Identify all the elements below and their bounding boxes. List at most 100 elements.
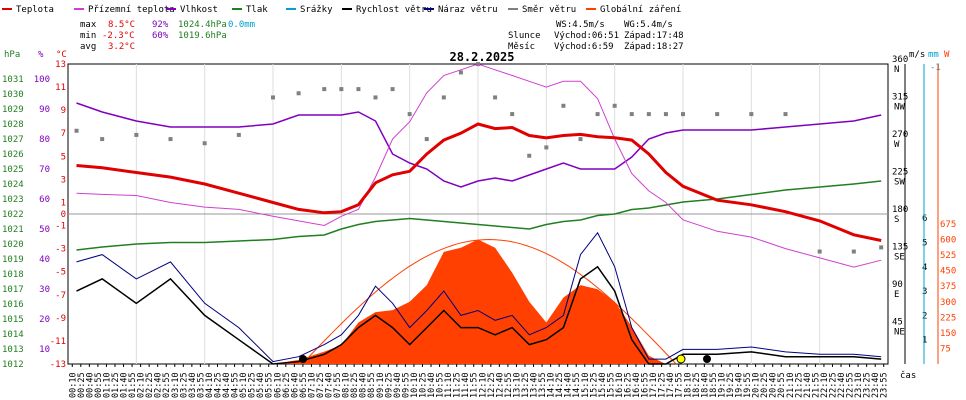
wind-direction-point [134, 132, 139, 137]
x-tick: 12:55 [504, 372, 514, 398]
x-tick: 06:55 [299, 372, 309, 398]
wind-direction-point [749, 112, 754, 117]
x-tick: 18:55 [709, 372, 719, 398]
legend-item: Srážky [286, 5, 333, 15]
x-tick: 10:40 [427, 372, 437, 398]
axis-tick: -13 [50, 360, 66, 370]
x-tick: 23:40 [871, 372, 881, 398]
axis-pressure: hPa 1031 1030 1029 1028 1027 1026 1025 1024 1023 1… [2, 50, 24, 370]
x-tick: 04:10 [205, 372, 215, 398]
x-tick: 23:55 [880, 372, 890, 398]
wind-direction-point [100, 137, 105, 142]
x-tick: 15:40 [598, 372, 608, 398]
axis-tick: 1024 [2, 180, 24, 190]
wind-direction-point [817, 249, 822, 254]
time-axis-label: čas [900, 370, 916, 381]
wind-direction-point [296, 91, 301, 96]
x-tick: 01:25 [111, 372, 121, 398]
legend-label: Vlhkost [180, 5, 218, 15]
x-tick: 12:10 [478, 372, 488, 398]
axis-tick: 1025 [2, 165, 24, 175]
x-tick: 17:55 [675, 372, 685, 398]
wind-direction-point [527, 153, 532, 158]
x-tick: 10:10 [410, 372, 420, 398]
x-tick: 03:55 [196, 372, 206, 398]
wind-direction-point [561, 103, 566, 108]
x-tick: 00:40 [85, 372, 95, 398]
series-wind-speed [76, 265, 882, 365]
axis-tick: 5 [61, 152, 66, 162]
x-tick: 09:55 [401, 372, 411, 398]
axis-tick: 11 [55, 83, 66, 93]
wind-direction-point [681, 112, 685, 117]
axis-tick-dir: SW [894, 178, 905, 188]
x-tick: 12:40 [495, 372, 505, 398]
axis-tick: 315 [892, 93, 908, 103]
wind-direction-point [510, 112, 515, 117]
sun-set: Západ:17:48 [624, 31, 684, 41]
x-tick: 11:55 [470, 372, 480, 398]
x-tick: 04:55 [231, 372, 241, 398]
axis-tick-dir: SE [894, 253, 905, 263]
x-tick: 20:55 [777, 372, 787, 398]
moon-rise: Východ:6:59 [554, 42, 614, 52]
series-lines [76, 63, 882, 365]
legend-item: Náraz větru [424, 5, 498, 15]
stat-max-label: max [80, 20, 97, 30]
x-tick: 00:10 [68, 372, 78, 398]
x-tick: 08:40 [359, 372, 369, 398]
x-tick: 09:40 [393, 372, 403, 398]
axis-time: 00:1000:2500:4000:5501:1001:2501:4001:55… [68, 364, 890, 398]
wind-direction-layer [74, 62, 884, 254]
axis-tick: 50 [39, 225, 50, 235]
x-tick: 20:40 [769, 372, 779, 398]
x-tick: 01:40 [120, 372, 130, 398]
x-tick: 03:25 [179, 372, 189, 398]
x-tick: 13:55 [538, 372, 548, 398]
x-tick: 18:10 [683, 372, 693, 398]
legend-label: Globální záření [600, 5, 681, 15]
x-tick: 05:25 [248, 372, 258, 398]
sun-curve [301, 238, 677, 365]
stat-min-label: min [80, 31, 96, 41]
legend-item: Globální záření [586, 5, 681, 15]
axis-tick: 1031 [2, 75, 24, 85]
x-tick: 02:10 [137, 372, 147, 398]
sun-markers [299, 354, 711, 364]
x-tick: 17:10 [649, 372, 659, 398]
x-tick: 10:55 [436, 372, 446, 398]
axis-label: mm [928, 50, 939, 60]
axis-label: W [944, 50, 950, 60]
wind-direction-point [646, 112, 651, 117]
axis-tick: 10 [39, 345, 50, 355]
legend-label: Rychlost větru [356, 5, 432, 15]
x-tick: 18:25 [692, 372, 702, 398]
x-tick: 07:40 [325, 372, 335, 398]
x-tick: 08:55 [367, 372, 377, 398]
axis-label: m/s [909, 50, 925, 60]
x-tick: 00:25 [77, 372, 87, 398]
moon-set: Západ:18:27 [624, 42, 684, 52]
axis-tick: -9 [55, 314, 66, 324]
x-tick: 09:10 [376, 372, 386, 398]
x-tick: 16:10 [615, 372, 625, 398]
wind-direction-point [356, 87, 361, 92]
x-tick: 22:25 [828, 372, 838, 398]
wind-direction-point [544, 145, 549, 150]
axis-tick: 525 [940, 251, 956, 261]
x-tick: 19:10 [717, 372, 727, 398]
x-tick: 14:40 [564, 372, 574, 398]
legend-item: Přízemní teplota [74, 5, 175, 15]
axis-tick: 1026 [2, 150, 24, 160]
wind-direction-point [339, 87, 344, 92]
axis-tick: 40 [39, 255, 50, 265]
axis-tick: -7 [55, 291, 66, 301]
x-tick: 09:25 [384, 372, 394, 398]
stat-max-hum: 92% [152, 20, 169, 30]
wind-direction-point [424, 137, 429, 142]
axis-tick: 5 [922, 239, 927, 249]
axis-tick: 20 [39, 315, 50, 325]
x-tick: 21:55 [811, 372, 821, 398]
wind-direction-point [663, 112, 668, 117]
